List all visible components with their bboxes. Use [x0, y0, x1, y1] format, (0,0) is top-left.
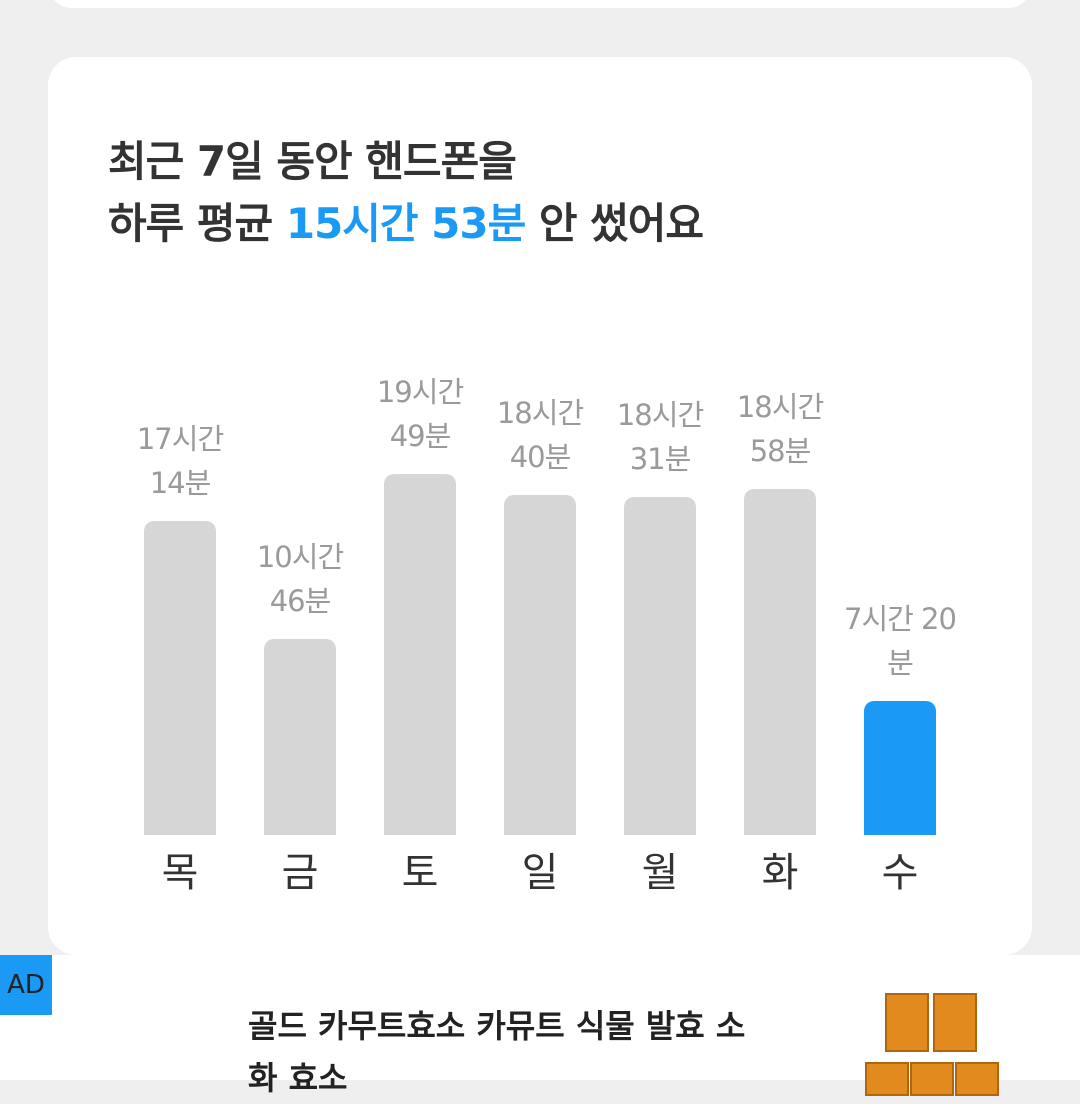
x-tick-label: 월: [641, 850, 679, 896]
x-tick-label: 목: [161, 850, 199, 896]
product-image: [885, 993, 929, 1052]
x-tick-label: 일: [521, 850, 559, 896]
value-label: 18시간 58분: [736, 390, 824, 469]
product-image: [910, 1062, 954, 1096]
product-image: [933, 993, 977, 1052]
previous-card: [48, 0, 1032, 8]
x-tick-label: 수: [881, 850, 919, 896]
value-label: 18시간 40분: [496, 395, 584, 474]
x-tick-label: 화: [761, 850, 799, 896]
title-text: 안 썼어요: [538, 199, 704, 248]
title-highlight: 15시간 53분: [285, 199, 526, 248]
bar: [384, 473, 456, 835]
bar: [144, 520, 216, 835]
bar: [744, 489, 816, 835]
x-tick-label: 금: [281, 850, 319, 896]
bar: [264, 638, 336, 835]
value-label: 10시간 46분: [256, 539, 344, 618]
x-tick-label: 토: [401, 850, 439, 896]
ad-title[interactable]: 골드 카무트효소 카뮤트 식물 발효 소화 효소: [248, 1007, 746, 1097]
title-line2: 하루 평균 15시간 53분 안 썼어요: [108, 190, 704, 251]
ad-badge: AD: [0, 955, 52, 1015]
value-label: 17시간 14분: [136, 421, 224, 500]
product-image: [955, 1062, 999, 1096]
value-label: 19시간 49분: [376, 374, 464, 453]
bar: [864, 701, 936, 835]
title-text: 하루 평균: [108, 199, 273, 248]
title-line1: 최근 7일 동안 핸드폰을: [108, 137, 517, 186]
bar: [624, 497, 696, 835]
value-label: 7시간 20분: [844, 602, 957, 681]
value-label: 18시간 31분: [616, 398, 704, 477]
bar: [504, 494, 576, 835]
product-image: [865, 1062, 909, 1096]
